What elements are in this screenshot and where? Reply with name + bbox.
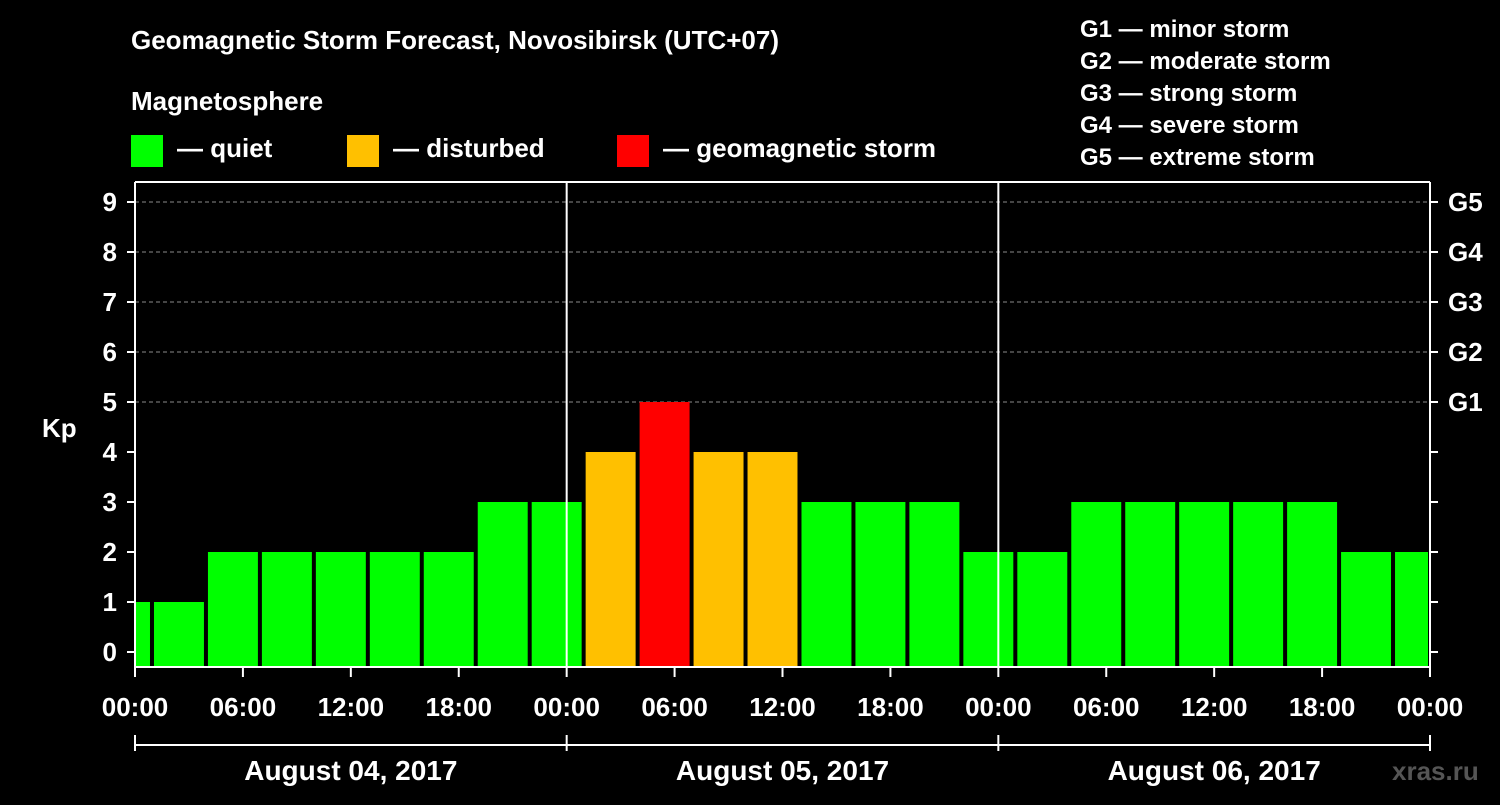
x-tick-label-11: 18:00 [1289, 692, 1356, 722]
bar-2 [207, 552, 258, 667]
x-tick-label-6: 12:00 [749, 692, 816, 722]
y-tick-label-5: 5 [103, 387, 117, 417]
y-tick-label-9: 9 [103, 187, 117, 217]
x-tick-label-0: 00:00 [102, 692, 169, 722]
legend-label-disturbed: — disturbed [393, 133, 545, 163]
bar-17 [1017, 552, 1068, 667]
bar-4 [315, 552, 366, 667]
bar-11 [693, 452, 744, 667]
bar-24 [1395, 552, 1428, 667]
bar-15 [909, 502, 960, 667]
bar-8 [531, 502, 582, 667]
bar-0 [136, 602, 150, 667]
right-axis-label-g1: G1 [1448, 387, 1483, 417]
day-label-1: August 05, 2017 [676, 755, 889, 786]
bar-18 [1071, 502, 1122, 667]
legend-swatch-disturbed [347, 135, 379, 167]
bar-7 [477, 502, 528, 667]
day-label-2: August 06, 2017 [1108, 755, 1321, 786]
legend-label-quiet: — quiet [177, 133, 273, 163]
day-label-0: August 04, 2017 [244, 755, 457, 786]
x-tick-label-3: 18:00 [426, 692, 493, 722]
y-tick-label-1: 1 [103, 587, 117, 617]
bar-1 [153, 602, 204, 667]
x-tick-label-4: 00:00 [533, 692, 600, 722]
bar-5 [369, 552, 420, 667]
x-tick-label-2: 12:00 [318, 692, 385, 722]
right-axis-label-g3: G3 [1448, 287, 1483, 317]
storm-scale-g2: G2 — moderate storm [1080, 48, 1331, 75]
storm-scale-g1: G1 — minor storm [1080, 16, 1289, 43]
legend-label-storm: — geomagnetic storm [663, 133, 936, 163]
storm-scale-g5: G5 — extreme storm [1080, 144, 1315, 171]
tick-labels: 0 1 2 3 4 5 6 7 8 9 G1 G2 G3 G4 G5 00:00 06:00 12:00 18:00… [102, 187, 1483, 786]
bar-12 [747, 452, 798, 667]
bar-16 [963, 552, 1014, 667]
chart-subtitle: Magnetosphere [131, 86, 323, 116]
bar-10 [639, 402, 690, 667]
bar-14 [855, 502, 906, 667]
y-tick-label-6: 6 [103, 337, 117, 367]
bar-13 [801, 502, 852, 667]
bar-22 [1287, 502, 1338, 667]
y-axis-label: Kp [42, 413, 77, 443]
bar-19 [1125, 502, 1176, 667]
legend-swatch-quiet [131, 135, 163, 167]
y-tick-label-8: 8 [103, 237, 117, 267]
y-tick-label-4: 4 [103, 437, 118, 467]
x-tick-label-1: 06:00 [210, 692, 277, 722]
x-tick-label-9: 06:00 [1073, 692, 1140, 722]
x-tick-label-5: 06:00 [641, 692, 708, 722]
bar-20 [1179, 502, 1230, 667]
bars [136, 402, 1428, 667]
bar-21 [1233, 502, 1284, 667]
storm-scale-g3: G3 — strong storm [1080, 80, 1297, 107]
y-tick-label-0: 0 [103, 637, 117, 667]
storm-scale-g4: G4 — severe storm [1080, 112, 1299, 139]
watermark: xras.ru [1392, 756, 1479, 786]
x-tick-label-12: 00:00 [1397, 692, 1464, 722]
bar-3 [261, 552, 312, 667]
x-tick-label-8: 00:00 [965, 692, 1032, 722]
y-tick-label-3: 3 [103, 487, 117, 517]
right-axis-label-g2: G2 [1448, 337, 1483, 367]
grid-lines [135, 201, 1430, 403]
right-axis-label-g4: G4 [1448, 237, 1483, 267]
legend: — quiet — disturbed — geomagnetic storm [131, 133, 936, 167]
x-tick-label-7: 18:00 [857, 692, 924, 722]
axes [127, 181, 1438, 751]
y-tick-label-7: 7 [103, 287, 117, 317]
legend-swatch-storm [617, 135, 649, 167]
x-tick-label-10: 12:00 [1181, 692, 1248, 722]
right-axis-label-g5: G5 [1448, 187, 1483, 217]
storm-scale-key: G1 — minor storm G2 — moderate storm G3 … [1080, 16, 1331, 171]
bar-23 [1341, 552, 1392, 667]
bar-6 [423, 552, 474, 667]
bar-9 [585, 452, 636, 667]
chart-title: Geomagnetic Storm Forecast, Novosibirsk … [131, 25, 779, 55]
y-tick-label-2: 2 [103, 537, 117, 567]
